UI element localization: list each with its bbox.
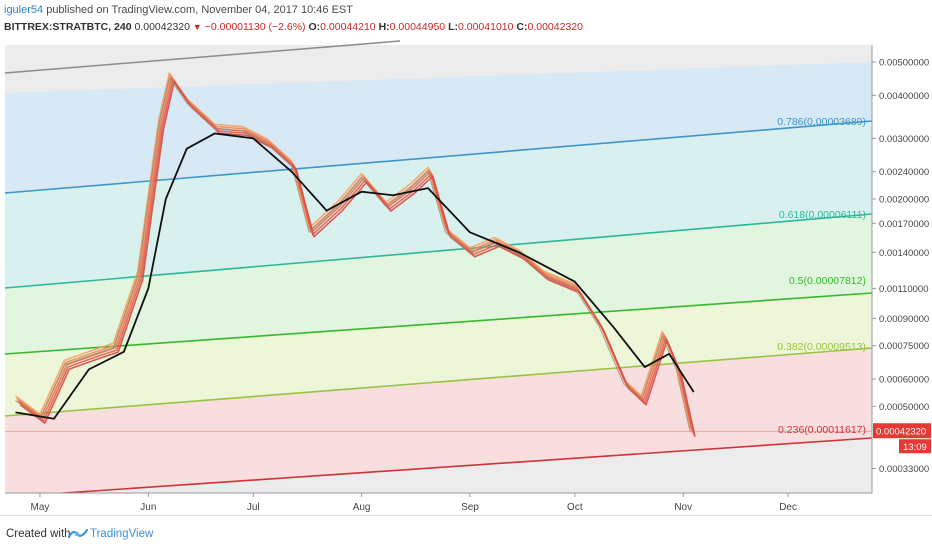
- price-line: [15, 76, 691, 433]
- price-chart[interactable]: 0.786(0.00003689) 0.618(0.00006111) 0.5(0.…: [0, 40, 932, 515]
- y-tick-label-2: 0.00300000: [879, 134, 929, 145]
- tradingview-logo-icon[interactable]: [68, 525, 88, 541]
- footer: Created with TradingView: [0, 515, 932, 551]
- fib-label-3: 0.382(0.00009513): [777, 341, 866, 353]
- down-arrow-icon: ▼: [192, 22, 202, 32]
- fib-labels: 0.786(0.00003689) 0.618(0.00006111) 0.5(0.…: [777, 116, 866, 436]
- last-price: 0.00042320: [134, 21, 190, 33]
- x-tick-label-2: Jul: [247, 502, 260, 513]
- y-tick-label-10: 0.00060000: [879, 375, 929, 386]
- last-price-badge: [873, 423, 931, 439]
- price-series: [15, 72, 696, 437]
- fib-line-4: [4, 437, 873, 498]
- fib-band-786: [5, 62, 872, 193]
- x-tick-label-4: Sep: [461, 502, 479, 513]
- symbol-label: BITTREX:STRATBTC, 240: [4, 21, 132, 33]
- fib-band-382: [5, 293, 872, 416]
- x-tick-label-7: Dec: [779, 502, 797, 513]
- trendline-top: [4, 40, 401, 74]
- y-tick-label-11: 0.00050000: [879, 402, 929, 413]
- high-label: H:: [378, 21, 390, 33]
- fib-line-1: [4, 213, 873, 289]
- fib-bands: [4, 40, 872, 497]
- fib-label-1: 0.618(0.00006111): [779, 209, 866, 221]
- y-tick-label-4: 0.00200000: [879, 194, 929, 205]
- y-tick-label-8: 0.00090000: [879, 314, 929, 325]
- ohlc-line: BITTREX:STRATBTC, 240 0.00042320 ▼ −0.00…: [4, 21, 583, 33]
- fib-band-236: [5, 348, 872, 497]
- last-price-badge-label: 0.00042320: [876, 427, 926, 438]
- x-tick-label-3: Aug: [353, 502, 371, 513]
- publish-info: published on TradingView.com, November 0…: [43, 4, 353, 16]
- ma-ribbon-4: [19, 81, 696, 437]
- x-tick-label-5: Oct: [567, 502, 583, 513]
- x-tick-label-1: Jun: [140, 502, 156, 513]
- fib-lines: [4, 120, 873, 498]
- time-axis-background: [0, 493, 932, 515]
- fib-line-3: [4, 347, 873, 417]
- fib-label-2: 0.5(0.00007812): [789, 275, 866, 287]
- change-value: −0.00001130 (−2.6%): [204, 21, 306, 33]
- low-label: L:: [448, 21, 458, 33]
- y-tick-label-5: 0.00170000: [879, 219, 929, 230]
- high-value: 0.00044950: [389, 21, 446, 33]
- y-tick-label-6: 0.00140000: [879, 248, 929, 259]
- tradingview-link[interactable]: TradingView: [90, 528, 154, 540]
- y-tick-label-3: 0.00240000: [879, 167, 929, 178]
- price-axis: 0.00500000 0.00400000 0.00300000 0.00240000…: [871, 40, 932, 515]
- fib-label-0: 0.786(0.00003689): [777, 116, 866, 128]
- y-tick-label-12: 0.00033000: [879, 464, 929, 475]
- low-value: 0.00041010: [457, 21, 514, 33]
- close-value: 0.00042320: [527, 21, 583, 33]
- y-tick-label-1: 0.00400000: [879, 91, 929, 102]
- x-tick-label-0: May: [31, 502, 50, 513]
- countdown-badge: [899, 439, 931, 454]
- fib-label-4: 0.236(0.00011617): [778, 424, 866, 436]
- x-tick-label-6: Nov: [674, 502, 692, 513]
- y-tick-label-0: 0.00500000: [879, 57, 929, 68]
- created-with: Created with: [6, 528, 71, 540]
- publish-line: iguler54 published on TradingView.com, N…: [4, 4, 353, 16]
- close-label: C:: [516, 21, 528, 33]
- chart-header: iguler54 published on TradingView.com, N…: [0, 0, 932, 40]
- open-value: 0.00044210: [320, 21, 376, 33]
- open-label: O:: [308, 21, 321, 33]
- fib-band-500: [5, 214, 872, 354]
- fib-line-2: [4, 292, 873, 355]
- y-tick-label-7: 0.00110000: [879, 284, 929, 295]
- ema-line: [15, 132, 695, 420]
- countdown-label: 13:09: [903, 442, 927, 453]
- time-axis: May Jun Jul Aug Sep Oct Nov Dec: [0, 492, 932, 515]
- author-link[interactable]: iguler54: [4, 4, 44, 16]
- y-tick-label-9: 0.00075000: [879, 341, 929, 352]
